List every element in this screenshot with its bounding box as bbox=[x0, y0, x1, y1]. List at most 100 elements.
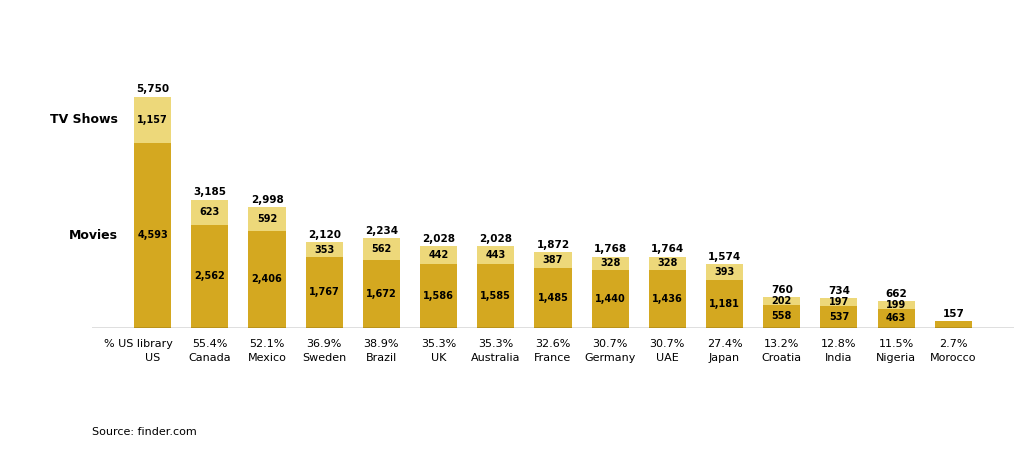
Bar bbox=[362, 238, 400, 260]
Text: 35.3%: 35.3% bbox=[421, 339, 457, 349]
Text: 760: 760 bbox=[771, 285, 793, 295]
Text: Japan: Japan bbox=[709, 353, 740, 363]
Text: 157: 157 bbox=[942, 309, 965, 319]
Text: 1,767: 1,767 bbox=[309, 287, 340, 297]
Text: 38.9%: 38.9% bbox=[364, 339, 399, 349]
Text: 328: 328 bbox=[657, 258, 678, 268]
Bar bbox=[706, 264, 743, 280]
Bar bbox=[763, 297, 801, 305]
Text: Sweden: Sweden bbox=[302, 353, 346, 363]
Bar bbox=[420, 264, 457, 328]
Bar bbox=[878, 301, 914, 309]
Text: 592: 592 bbox=[257, 214, 278, 224]
Text: 1,764: 1,764 bbox=[650, 244, 684, 254]
Text: 1,181: 1,181 bbox=[709, 299, 740, 309]
Text: 199: 199 bbox=[886, 300, 906, 310]
Text: % US library: % US library bbox=[104, 339, 173, 349]
Text: Source: finder.com: Source: finder.com bbox=[92, 427, 197, 437]
Text: 537: 537 bbox=[828, 312, 849, 322]
Text: 558: 558 bbox=[771, 311, 792, 321]
Text: 328: 328 bbox=[600, 258, 621, 268]
Bar bbox=[305, 257, 343, 328]
Text: France: France bbox=[535, 353, 571, 363]
Text: 1,586: 1,586 bbox=[423, 291, 454, 301]
Text: 2,998: 2,998 bbox=[251, 195, 284, 205]
Text: Brazil: Brazil bbox=[366, 353, 397, 363]
Text: 2.7%: 2.7% bbox=[939, 339, 968, 349]
Bar bbox=[820, 298, 857, 306]
Text: 30.7%: 30.7% bbox=[593, 339, 628, 349]
Bar bbox=[477, 246, 514, 264]
Text: Mexico: Mexico bbox=[248, 353, 287, 363]
Text: 52.1%: 52.1% bbox=[249, 339, 285, 349]
Bar bbox=[249, 231, 286, 328]
Bar bbox=[592, 257, 629, 270]
Text: 662: 662 bbox=[885, 288, 907, 298]
Bar bbox=[935, 321, 972, 328]
Text: 4,593: 4,593 bbox=[137, 230, 168, 240]
Text: Germany: Germany bbox=[585, 353, 636, 363]
Text: 197: 197 bbox=[828, 297, 849, 307]
Bar bbox=[706, 280, 743, 328]
Text: 1,574: 1,574 bbox=[708, 252, 741, 262]
Bar bbox=[649, 257, 686, 270]
Text: 463: 463 bbox=[886, 313, 906, 324]
Text: US: US bbox=[145, 353, 161, 363]
Text: 11.5%: 11.5% bbox=[879, 339, 913, 349]
Text: TV Shows: TV Shows bbox=[50, 113, 119, 126]
Bar bbox=[134, 143, 171, 328]
Text: 1,157: 1,157 bbox=[137, 115, 168, 125]
Bar bbox=[305, 243, 343, 257]
Text: 623: 623 bbox=[200, 207, 220, 217]
Text: 36.9%: 36.9% bbox=[306, 339, 342, 349]
Bar bbox=[592, 270, 629, 328]
Text: 1,672: 1,672 bbox=[366, 289, 396, 299]
Bar bbox=[477, 264, 514, 328]
Bar bbox=[763, 305, 801, 328]
Text: 2,562: 2,562 bbox=[195, 271, 225, 281]
Text: 2,028: 2,028 bbox=[422, 234, 455, 244]
Bar bbox=[191, 225, 228, 328]
Text: 2,028: 2,028 bbox=[479, 234, 512, 244]
Bar bbox=[362, 260, 400, 328]
Bar bbox=[535, 268, 571, 328]
Text: 562: 562 bbox=[372, 244, 391, 254]
Text: 13.2%: 13.2% bbox=[764, 339, 800, 349]
Text: Movies: Movies bbox=[70, 229, 119, 242]
Text: 1,440: 1,440 bbox=[595, 293, 626, 303]
Text: 30.7%: 30.7% bbox=[649, 339, 685, 349]
Text: Australia: Australia bbox=[471, 353, 520, 363]
Text: 734: 734 bbox=[828, 286, 850, 296]
Text: 27.4%: 27.4% bbox=[707, 339, 742, 349]
Text: 442: 442 bbox=[428, 250, 449, 260]
Bar bbox=[535, 253, 571, 268]
Text: UK: UK bbox=[431, 353, 446, 363]
Bar bbox=[134, 97, 171, 143]
Text: 1,872: 1,872 bbox=[537, 240, 569, 250]
Text: 387: 387 bbox=[543, 255, 563, 265]
Text: 353: 353 bbox=[314, 245, 334, 255]
Bar bbox=[649, 270, 686, 328]
Text: 2,406: 2,406 bbox=[252, 274, 283, 284]
Text: Nigeria: Nigeria bbox=[876, 353, 916, 363]
Text: 443: 443 bbox=[485, 250, 506, 260]
Text: 1,585: 1,585 bbox=[480, 291, 511, 301]
Bar bbox=[420, 246, 457, 264]
Text: 5,750: 5,750 bbox=[136, 84, 169, 94]
Text: 1,768: 1,768 bbox=[594, 244, 627, 254]
Text: India: India bbox=[825, 353, 853, 363]
Text: Morocco: Morocco bbox=[930, 353, 977, 363]
Text: 12.8%: 12.8% bbox=[821, 339, 857, 349]
Text: 202: 202 bbox=[772, 296, 792, 306]
Text: 2,234: 2,234 bbox=[365, 226, 398, 236]
Bar bbox=[191, 200, 228, 225]
Text: 1,485: 1,485 bbox=[538, 293, 568, 303]
Text: 3,185: 3,185 bbox=[194, 187, 226, 197]
Text: 393: 393 bbox=[715, 267, 734, 277]
Text: 35.3%: 35.3% bbox=[478, 339, 513, 349]
Text: 2,120: 2,120 bbox=[307, 230, 341, 240]
Bar bbox=[249, 207, 286, 231]
Text: Canada: Canada bbox=[188, 353, 231, 363]
Text: 55.4%: 55.4% bbox=[193, 339, 227, 349]
Bar bbox=[878, 309, 914, 328]
